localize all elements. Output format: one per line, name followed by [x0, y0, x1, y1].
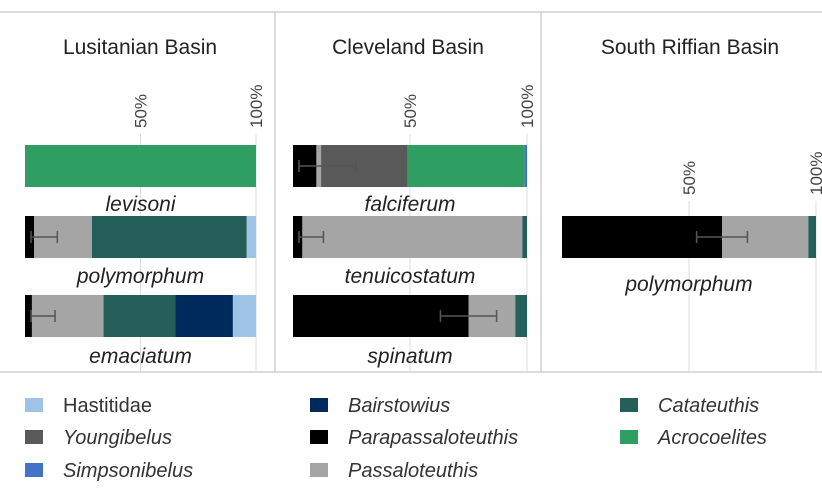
category-label: levisoni	[105, 193, 176, 216]
bar-segment	[562, 216, 723, 258]
panel-title: Cleveland Basin	[332, 36, 484, 59]
error-bar	[298, 160, 357, 172]
error-bar	[695, 231, 749, 243]
category-label: polymorphum	[624, 273, 752, 296]
legend-swatch	[310, 398, 328, 412]
bar-segment	[407, 145, 525, 187]
category-label: falciferum	[364, 193, 455, 216]
bar-segment	[293, 295, 469, 337]
legend-label: Acrocoelites	[657, 427, 767, 449]
error-bar	[439, 310, 498, 322]
legend-swatch	[25, 398, 43, 412]
legend-label: Bairstowius	[348, 395, 450, 417]
x-tick-label: 50%	[680, 161, 699, 195]
legend-label: Youngibelus	[63, 427, 172, 449]
error-bar	[30, 310, 56, 322]
legend-label: Catateuthis	[658, 395, 759, 417]
panel-title: Lusitanian Basin	[63, 36, 217, 59]
category-label: polymorphum	[76, 265, 204, 288]
bar-segment	[25, 216, 35, 258]
bar-segment	[25, 295, 32, 337]
bar-segment	[232, 295, 256, 337]
bar-segment	[91, 216, 247, 258]
x-tick-label: 100%	[518, 85, 537, 128]
legend-label: Simpsonibelus	[63, 460, 193, 482]
legend-label: Passaloteuthis	[348, 460, 478, 482]
legend-swatch	[310, 430, 328, 444]
bar-segment	[524, 145, 527, 187]
category-label: emaciatum	[89, 345, 192, 368]
x-tick-label: 100%	[247, 85, 266, 128]
x-tick-label: 50%	[401, 94, 420, 128]
panel-title: South Riffian Basin	[601, 36, 779, 59]
legend-label: Parapassaloteuthis	[348, 427, 518, 449]
legend-swatch	[25, 430, 43, 444]
legend-swatch	[620, 398, 638, 412]
category-label: spinatum	[367, 345, 452, 368]
legend-swatch	[310, 463, 328, 477]
x-tick-label: 50%	[132, 94, 151, 128]
bar-segment	[808, 216, 816, 258]
error-bar	[298, 231, 325, 243]
bar-segment	[293, 216, 303, 258]
category-label: tenuicostatum	[345, 265, 476, 288]
bar-segment	[175, 295, 233, 337]
bar-segment	[515, 295, 527, 337]
bar-segment	[302, 216, 523, 258]
bar-segment	[522, 216, 527, 258]
error-bar	[30, 231, 59, 243]
legend-label: Hastitidae	[63, 395, 152, 417]
bar-segment	[103, 295, 176, 337]
legend-swatch	[620, 430, 638, 444]
bar-segment	[246, 216, 256, 258]
legend-swatch	[25, 463, 43, 477]
bar-segment	[25, 145, 256, 187]
x-tick-label: 100%	[807, 152, 822, 195]
